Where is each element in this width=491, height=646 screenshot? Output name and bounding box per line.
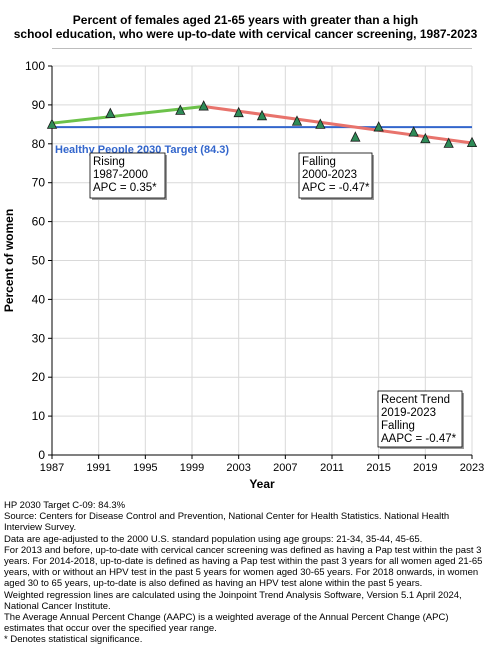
y-tick-label: 60 xyxy=(32,215,46,229)
y-tick-label: 0 xyxy=(38,448,45,462)
data-point xyxy=(105,107,116,118)
data-point xyxy=(466,136,478,148)
annotation-text: 2019-2023 xyxy=(381,407,436,419)
data-point xyxy=(291,115,303,126)
title-divider xyxy=(52,48,472,49)
data-point xyxy=(198,100,209,111)
annotation-text: 1987-2000 xyxy=(93,169,148,181)
footnotes: HP 2030 Target C-09: 84.3% Source: Cente… xyxy=(4,500,488,646)
footnote-definition: For 2013 and before, up-to-date with cer… xyxy=(4,544,483,590)
annotation-text: APC = -0.47* xyxy=(302,182,370,194)
annotation-text: AAPC = -0.47* xyxy=(381,433,457,445)
x-tick-label: 1987 xyxy=(40,462,64,474)
chart-area: 0 10 20 30 40 50 60 70 80 90 100 1987 1991 1995 1999 20… xyxy=(2,59,484,491)
y-tick-label: 50 xyxy=(32,254,46,268)
y-tick-label: 10 xyxy=(32,409,46,423)
chart-title-line-2: school education, who were up-to-date wi… xyxy=(13,27,478,41)
y-tick-label: 100 xyxy=(25,59,45,73)
y-tick-label: 20 xyxy=(32,370,46,384)
y-tick-label: 70 xyxy=(32,176,46,190)
annotation-box xyxy=(377,390,463,448)
annotation-box xyxy=(298,152,373,199)
x-tick-label: 2023 xyxy=(460,462,484,474)
x-axis-title: Year xyxy=(249,477,275,491)
footnote-source: Source: Centers for Disease Control and … xyxy=(4,511,450,534)
annotation-text: Falling xyxy=(381,420,415,432)
footnote-aapc: The Average Annual Percent Change (AAPC)… xyxy=(4,612,449,635)
y-tick-label: 80 xyxy=(32,137,46,151)
data-point xyxy=(373,121,384,132)
data-point xyxy=(175,104,186,115)
data-point xyxy=(315,118,326,129)
y-tick-label: 40 xyxy=(32,292,46,306)
x-tick-label: 1999 xyxy=(180,462,204,474)
data-point xyxy=(443,137,454,148)
annotation-text: APC = 0.35* xyxy=(93,182,157,194)
annotation-text: Recent Trend xyxy=(381,394,450,406)
footnote-target: HP 2030 Target C-09: 84.3% xyxy=(4,500,126,511)
data-point xyxy=(408,126,419,137)
chart-title-line-1: Percent of females aged 21-65 years with… xyxy=(72,13,419,27)
trend-segment xyxy=(202,104,474,145)
data-point xyxy=(350,131,361,142)
data-point xyxy=(420,132,431,144)
annotation-text: Rising xyxy=(93,156,125,168)
x-tick-label: 1991 xyxy=(86,462,110,474)
x-tick-label: 2015 xyxy=(366,462,390,474)
x-tick-label: 2003 xyxy=(226,462,250,474)
footnote-regression: Weighted regression lines are calculated… xyxy=(4,589,462,612)
data-point xyxy=(233,106,244,118)
data-point xyxy=(256,109,268,121)
y-tick-label: 90 xyxy=(32,98,46,112)
annotation-box xyxy=(89,152,166,199)
footnote-age-adjust: Data are age-adjusted to the 2000 U.S. s… xyxy=(4,533,423,545)
annotation-text: 2000-2023 xyxy=(302,169,357,181)
x-tick-label: 2007 xyxy=(273,462,297,474)
x-tick-label: 2019 xyxy=(413,462,437,474)
x-tick-label: 1995 xyxy=(133,462,157,474)
data-point xyxy=(46,118,58,129)
x-tick-label: 2011 xyxy=(320,462,344,474)
y-tick-label: 30 xyxy=(32,331,46,345)
annotation-text: Falling xyxy=(302,156,336,168)
footnote-significance: * Denotes statistical significance. xyxy=(4,634,143,646)
y-axis-title: Percent of women xyxy=(2,209,16,312)
